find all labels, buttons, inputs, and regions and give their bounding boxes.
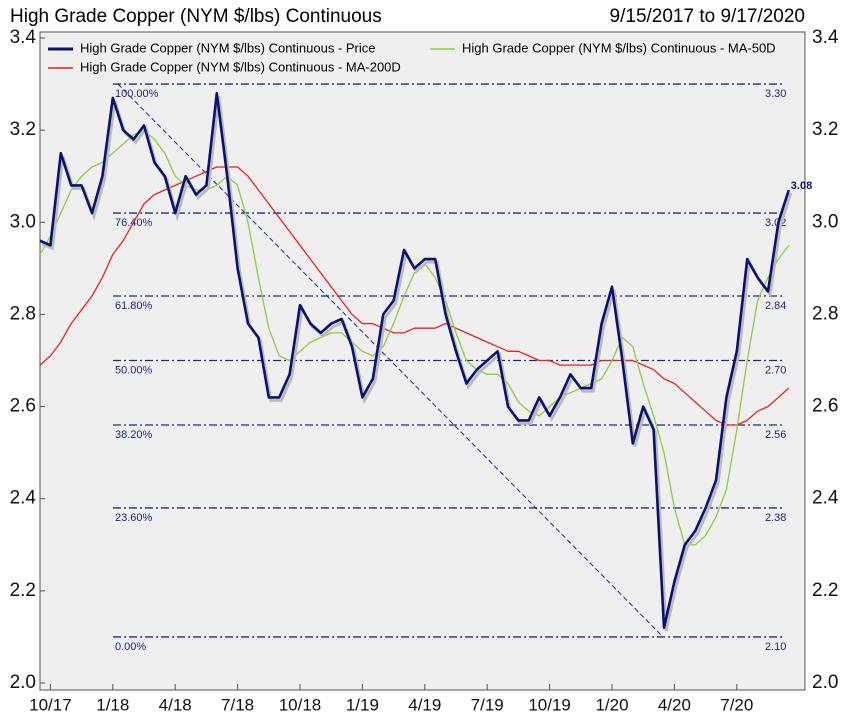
y-tick-label: 3.0 xyxy=(10,211,36,232)
series-line xyxy=(39,92,791,629)
legend-label: High Grade Copper (NYM $/lbs) Continuous… xyxy=(80,59,401,74)
y-tick-label: 3.2 xyxy=(10,119,36,140)
x-tick-label: 7/18 xyxy=(221,695,254,714)
y-tick-label: 2.0 xyxy=(10,672,36,693)
y2-tick-label: 3.0 xyxy=(812,211,838,232)
y2-tick-label: 2.6 xyxy=(812,396,838,417)
series-line xyxy=(39,129,790,546)
series-line xyxy=(39,166,790,426)
x-tick-label: 7/19 xyxy=(471,695,504,714)
y2-tick-label: 3.2 xyxy=(812,119,838,140)
fib-percent: 100.00% xyxy=(115,88,159,100)
x-tick-label: 10/17 xyxy=(29,695,72,714)
legend-label: High Grade Copper (NYM $/lbs) Continuous… xyxy=(462,40,776,55)
y2-tick-label: 2.8 xyxy=(812,303,838,324)
y-tick-label: 2.4 xyxy=(10,488,37,509)
x-tick-label: 1/18 xyxy=(96,695,129,714)
y2-tick-label: 2.2 xyxy=(812,580,838,601)
y-tick-label: 2.8 xyxy=(10,303,36,324)
fib-value: 3.30 xyxy=(765,88,786,100)
fib-percent: 23.60% xyxy=(115,512,153,524)
fib-percent: 61.80% xyxy=(115,300,153,312)
fib-percent: 38.20% xyxy=(115,429,153,441)
y2-tick-label: 2.0 xyxy=(812,672,838,693)
fib-value: 2.10 xyxy=(765,641,786,653)
x-tick-label: 10/19 xyxy=(528,695,571,714)
y2-tick-label: 2.4 xyxy=(812,488,839,509)
y-tick-label: 2.6 xyxy=(10,396,36,417)
fib-percent: 50.00% xyxy=(115,364,153,376)
fib-value: 2.70 xyxy=(765,364,786,376)
last-price-label: 3.08 xyxy=(791,180,812,192)
legend-label: High Grade Copper (NYM $/lbs) Continuous… xyxy=(80,40,376,55)
y-tick-label: 2.2 xyxy=(10,580,36,601)
fib-value: 2.38 xyxy=(765,512,786,524)
y-tick-label: 3.4 xyxy=(10,27,37,48)
x-tick-label: 1/19 xyxy=(346,695,379,714)
fib-value: 2.84 xyxy=(765,300,786,312)
x-tick-label: 1/20 xyxy=(595,695,628,714)
date-range: 9/15/2017 to 9/17/2020 xyxy=(610,6,805,27)
y2-tick-label: 3.4 xyxy=(812,27,839,48)
fib-value: 2.56 xyxy=(765,429,786,441)
x-tick-label: 10/18 xyxy=(279,695,322,714)
x-tick-label: 7/20 xyxy=(720,695,753,714)
fib-percent: 0.00% xyxy=(115,641,146,653)
x-tick-label: 4/18 xyxy=(159,695,192,714)
chart-title: High Grade Copper (NYM $/lbs) Continuous xyxy=(10,6,382,27)
x-tick-label: 4/19 xyxy=(408,695,441,714)
x-tick-label: 4/20 xyxy=(658,695,691,714)
